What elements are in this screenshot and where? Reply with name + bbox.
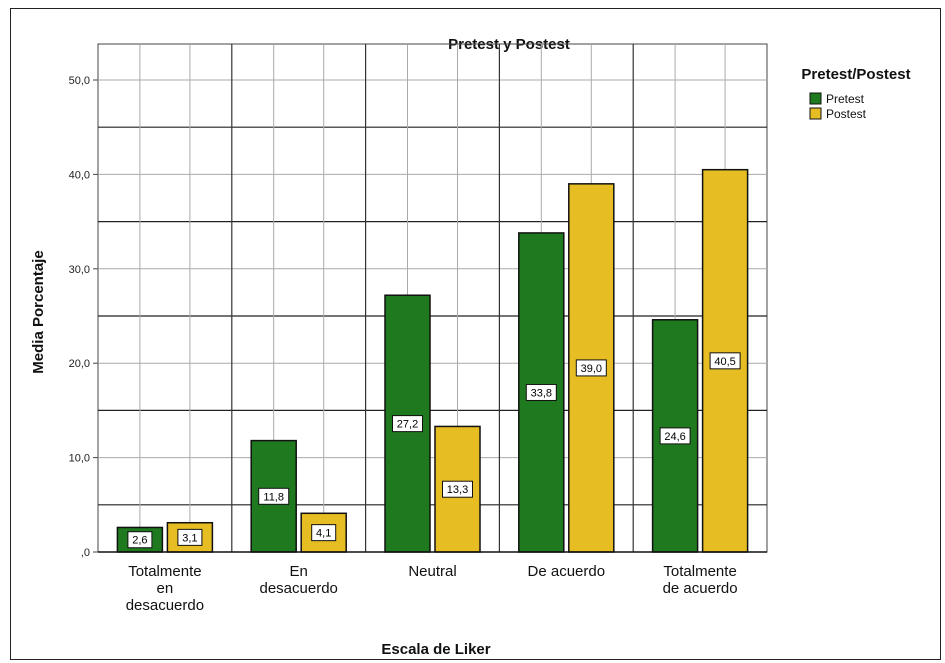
data-label-box — [311, 524, 337, 542]
y-tick-label: ,0 — [81, 547, 90, 559]
bar-chart: Pretest y Postest Media Porcentaje Escal… — [30, 36, 911, 658]
data-label: 40,5 — [714, 356, 735, 368]
data-label-box — [258, 487, 290, 505]
y-tick-label: 10,0 — [69, 453, 90, 465]
x-tick-label: En — [290, 563, 308, 580]
legend-label-postest: Postest — [826, 107, 867, 121]
chart-frame: Pretest y Postest Media Porcentaje Escal… — [10, 8, 941, 660]
data-label: 2,6 — [132, 535, 147, 547]
data-label: 33,8 — [531, 387, 552, 399]
legend-swatch-postest — [809, 107, 822, 120]
data-label: 3,1 — [182, 532, 197, 544]
legend-title: Pretest/Postest — [801, 66, 910, 83]
plot-area: ,010,020,030,040,050,02,6 3,1Totalmenteen… — [69, 43, 768, 614]
data-label: 13,3 — [447, 484, 468, 496]
y-tick-label: 30,0 — [69, 264, 90, 276]
y-tick-label: 50,0 — [69, 75, 90, 87]
data-label: 39,0 — [581, 363, 602, 375]
x-tick-label: desacuerdo — [259, 580, 337, 597]
x-tick-label: De acuerdo — [528, 563, 606, 580]
data-label: 24,6 — [664, 431, 685, 443]
data-label: 11,8 — [263, 491, 284, 503]
legend-label-pretest: Pretest — [826, 92, 865, 106]
data-label-box — [127, 531, 153, 549]
y-tick-label: 40,0 — [69, 169, 90, 181]
data-label-box — [525, 383, 557, 401]
data-label-box — [442, 480, 473, 498]
data-label-box — [392, 415, 423, 433]
x-tick-label: Totalmente — [128, 563, 201, 580]
y-axis-label: Media Porcentaje — [30, 250, 47, 373]
x-tick-label: desacuerdo — [126, 597, 204, 614]
x-tick-label: de acuerdo — [663, 580, 738, 597]
y-tick-label: 20,0 — [69, 358, 90, 370]
data-label-box — [177, 528, 203, 546]
data-label: 4,1 — [316, 528, 331, 540]
x-tick-label: Totalmente — [663, 563, 736, 580]
x-tick-label: Neutral — [408, 563, 456, 580]
data-label-box — [659, 427, 691, 445]
x-tick-label: en — [157, 580, 174, 597]
data-label-box — [575, 359, 607, 377]
x-axis-label: Escala de Liker — [381, 641, 490, 658]
data-label: 27,2 — [397, 419, 418, 431]
legend-swatch-pretest — [809, 92, 822, 105]
data-label-box — [709, 352, 741, 370]
